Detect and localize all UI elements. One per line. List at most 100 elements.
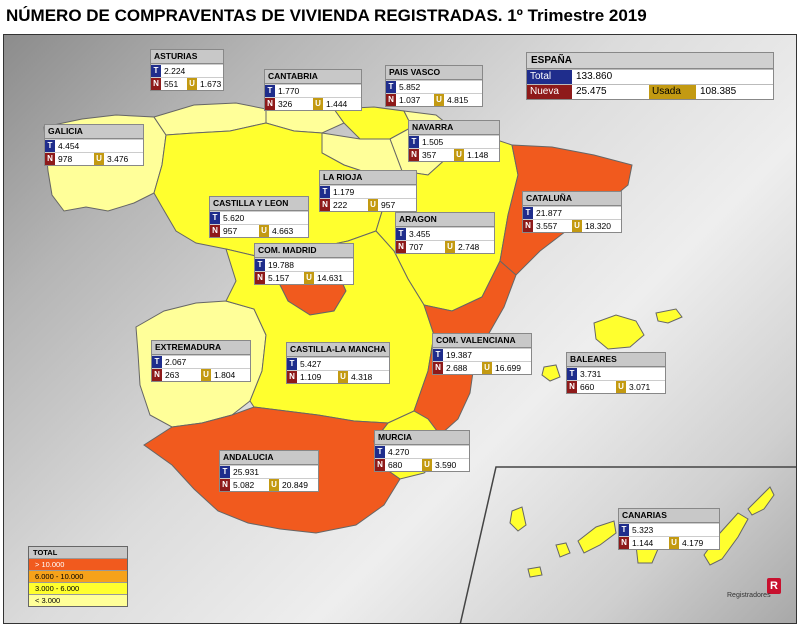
- total-value: 19.387: [446, 350, 472, 360]
- legend-item-over-10000: > 10.000: [29, 558, 127, 570]
- nueva-tag: N: [45, 153, 55, 165]
- spain-usada-label: Usada: [649, 85, 696, 99]
- usada-tag: U: [434, 94, 444, 106]
- nueva-usada-row: N 707 U 2.748: [396, 240, 494, 253]
- usada-tag: U: [572, 220, 582, 232]
- total-tag: T: [265, 85, 275, 97]
- region-baleares-menorca[interactable]: [655, 308, 683, 324]
- total-value: 1.770: [278, 86, 300, 96]
- nueva-value: 2.688: [446, 363, 468, 373]
- total-row: T 5.620: [210, 211, 308, 224]
- region-baleares-ibiza[interactable]: [541, 364, 561, 382]
- region-name: CANARIAS: [619, 509, 719, 523]
- nueva-usada-row: N 978 U 3.476: [45, 152, 143, 165]
- region-box-valenciana: COM. VALENCIANA T 19.387 N 2.688 U 16.699: [432, 333, 532, 375]
- region-box-pais-vasco: PAIS VASCO T 5.852 N 1.037 U 4.815: [385, 65, 483, 107]
- region-canarias-lanzarote[interactable]: [747, 486, 775, 516]
- usada-value: 1.673: [200, 79, 222, 89]
- spain-total-label: Total: [527, 70, 572, 84]
- total-row: T 4.454: [45, 139, 143, 152]
- region-box-baleares: BALEARES T 3.731 N 660 U 3.071: [566, 352, 666, 394]
- region-name: COM. VALENCIANA: [433, 334, 531, 348]
- nueva-value: 5.082: [233, 480, 255, 490]
- usada-tag: U: [669, 537, 679, 549]
- usada-value: 1.444: [326, 99, 348, 109]
- nueva-usada-row: N 957 U 4.663: [210, 224, 308, 237]
- logo-text: Registradores: [727, 592, 771, 599]
- region-box-canarias: CANARIAS T 5.323 N 1.144 U 4.179: [618, 508, 720, 550]
- total-value: 4.454: [58, 141, 80, 151]
- region-box-cantabria: CANTABRIA T 1.770 N 326 U 1.444: [264, 69, 362, 111]
- region-name: BALEARES: [567, 353, 665, 367]
- total-value: 5.620: [223, 213, 245, 223]
- total-row: T 3.455: [396, 227, 494, 240]
- total-row: T 1.505: [409, 135, 499, 148]
- region-baleares-mallorca[interactable]: [593, 314, 645, 350]
- usada-value: 4.663: [272, 226, 294, 236]
- page-title: NÚMERO DE COMPRAVENTAS DE VIVIENDA REGIS…: [6, 6, 647, 25]
- spain-title: ESPAÑA: [527, 53, 773, 69]
- nueva-usada-row: N 263 U 1.804: [152, 368, 250, 381]
- nueva-value: 660: [580, 382, 595, 392]
- region-canarias-gomera[interactable]: [555, 542, 571, 558]
- nueva-tag: N: [152, 369, 162, 381]
- total-tag: T: [320, 186, 330, 198]
- total-tag: T: [45, 140, 55, 152]
- region-canarias-tenerife[interactable]: [577, 520, 617, 554]
- total-value: 2.224: [164, 66, 186, 76]
- region-name: CATALUÑA: [523, 192, 621, 206]
- nueva-usada-row: N 357 U 1.148: [409, 148, 499, 161]
- usada-tag: U: [304, 272, 314, 284]
- nueva-value: 222: [333, 200, 348, 210]
- nueva-tag: N: [433, 362, 443, 374]
- nueva-usada-row: N 5.082 U 20.849: [220, 478, 318, 491]
- region-box-aragon: ARAGON T 3.455 N 707 U 2.748: [395, 212, 495, 254]
- nueva-value: 1.037: [399, 95, 421, 105]
- nueva-value: 680: [388, 460, 403, 470]
- nueva-tag: N: [255, 272, 265, 284]
- total-tag: T: [375, 446, 385, 458]
- total-tag: T: [210, 212, 220, 224]
- usada-value: 3.071: [629, 382, 651, 392]
- nueva-value: 263: [165, 370, 180, 380]
- total-tag: T: [409, 136, 419, 148]
- total-row: T 5.323: [619, 523, 719, 536]
- total-tag: T: [523, 207, 533, 219]
- total-tag: T: [151, 65, 161, 77]
- region-name: MURCIA: [375, 431, 469, 445]
- total-tag: T: [386, 81, 396, 93]
- region-canarias-lapalma[interactable]: [509, 506, 527, 532]
- spain-total-value: 133.860: [576, 71, 613, 82]
- nueva-usada-row: N 222 U 957: [320, 198, 416, 211]
- legend-title: TOTAL: [29, 547, 127, 558]
- usada-tag: U: [482, 362, 492, 374]
- spain-total-row: Total 133.860: [527, 69, 773, 84]
- nueva-value: 5.157: [268, 273, 290, 283]
- total-row: T 19.387: [433, 348, 531, 361]
- spain-nueva-label: Nueva: [527, 85, 572, 99]
- total-value: 19.788: [268, 260, 294, 270]
- nueva-tag: N: [619, 537, 629, 549]
- nueva-tag: N: [386, 94, 396, 106]
- region-box-castilla-la-mancha: CASTILLA-LA MANCHA T 5.427 N 1.109 U 4.318: [286, 342, 390, 384]
- usada-value: 2.748: [458, 242, 480, 252]
- usada-tag: U: [187, 78, 197, 90]
- total-value: 5.427: [300, 359, 322, 369]
- total-row: T 4.270: [375, 445, 469, 458]
- total-tag: T: [287, 358, 297, 370]
- total-value: 21.877: [536, 208, 562, 218]
- nueva-tag: N: [567, 381, 577, 393]
- nueva-usada-row: N 1.037 U 4.815: [386, 93, 482, 106]
- nueva-usada-row: N 1.144 U 4.179: [619, 536, 719, 549]
- nueva-tag: N: [523, 220, 533, 232]
- total-value: 25.931: [233, 467, 259, 477]
- usada-value: 14.631: [317, 273, 343, 283]
- total-value: 1.179: [333, 187, 355, 197]
- total-value: 1.505: [422, 137, 444, 147]
- region-canarias-hierro[interactable]: [527, 566, 543, 578]
- total-value: 2.067: [165, 357, 187, 367]
- total-row: T 5.852: [386, 80, 482, 93]
- total-row: T 1.179: [320, 185, 416, 198]
- region-canarias-fuerteventura[interactable]: [703, 512, 749, 566]
- usada-tag: U: [94, 153, 104, 165]
